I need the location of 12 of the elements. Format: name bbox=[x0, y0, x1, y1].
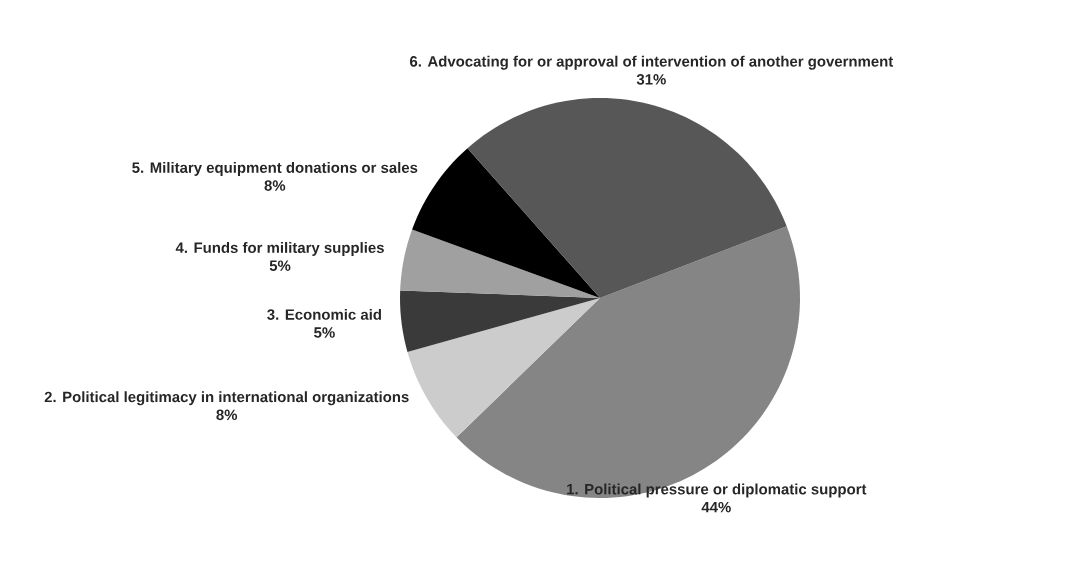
slice-label: 5. Military equipment donations or sales bbox=[132, 161, 418, 176]
slice-label: 1. Political pressure or diplomatic support bbox=[567, 483, 867, 498]
data-label: 8% bbox=[216, 409, 238, 421]
data-label: 8% bbox=[264, 180, 286, 191]
slice-label: 4. Funds for military supplies bbox=[175, 242, 384, 256]
slice-label: 2. Political legitimacy in international organizations bbox=[44, 391, 409, 406]
slice-label: 3. Economic aid bbox=[267, 308, 381, 320]
slice-label: 6. Advocating for or approval of intervention of another government bbox=[410, 55, 894, 70]
data-label: 5% bbox=[314, 327, 335, 338]
data-label: 31% bbox=[636, 74, 666, 85]
data-label: 5% bbox=[269, 260, 291, 271]
data-label: 44% bbox=[701, 501, 731, 513]
